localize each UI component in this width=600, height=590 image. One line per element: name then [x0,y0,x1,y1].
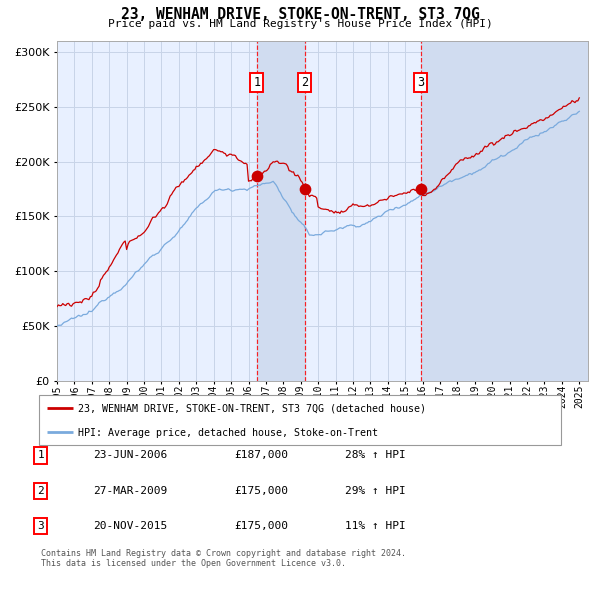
Text: This data is licensed under the Open Government Licence v3.0.: This data is licensed under the Open Gov… [41,559,346,568]
Text: 3: 3 [37,522,44,531]
Text: £175,000: £175,000 [234,522,288,531]
Text: 23-JUN-2006: 23-JUN-2006 [93,451,167,460]
Bar [257,41,305,381]
Text: Price paid vs. HM Land Registry's House Price Index (HPI): Price paid vs. HM Land Registry's House … [107,19,493,29]
Text: 1: 1 [253,76,260,90]
Text: 3: 3 [417,76,424,90]
Text: 23, WENHAM DRIVE, STOKE-ON-TRENT, ST3 7QG (detached house): 23, WENHAM DRIVE, STOKE-ON-TRENT, ST3 7Q… [78,404,426,414]
Bar [421,41,588,381]
Point [300,184,310,194]
Text: 2: 2 [301,76,308,90]
Text: £187,000: £187,000 [234,451,288,460]
Text: 28% ↑ HPI: 28% ↑ HPI [345,451,406,460]
Text: 11% ↑ HPI: 11% ↑ HPI [345,522,406,531]
Text: 23, WENHAM DRIVE, STOKE-ON-TRENT, ST3 7QG: 23, WENHAM DRIVE, STOKE-ON-TRENT, ST3 7Q… [121,7,479,22]
Text: 2: 2 [37,486,44,496]
Point [416,184,425,194]
Text: 20-NOV-2015: 20-NOV-2015 [93,522,167,531]
Text: HPI: Average price, detached house, Stoke-on-Trent: HPI: Average price, detached house, Stok… [78,428,378,438]
Text: 29% ↑ HPI: 29% ↑ HPI [345,486,406,496]
Text: £175,000: £175,000 [234,486,288,496]
Text: Contains HM Land Registry data © Crown copyright and database right 2024.: Contains HM Land Registry data © Crown c… [41,549,406,558]
Text: 1: 1 [37,451,44,460]
Point [252,171,262,181]
Text: 27-MAR-2009: 27-MAR-2009 [93,486,167,496]
